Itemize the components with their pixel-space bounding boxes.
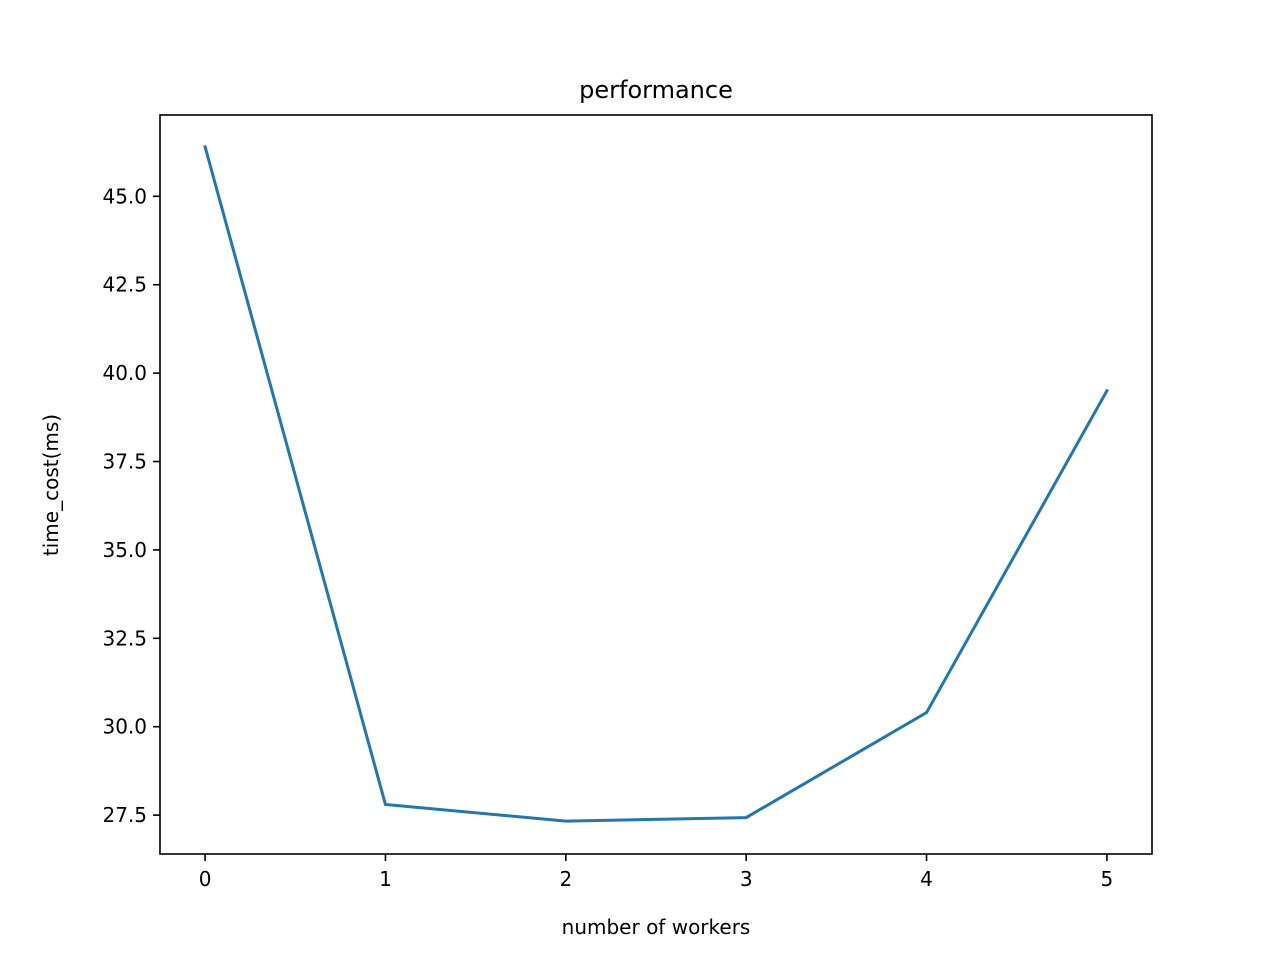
plot-area <box>203 144 1109 823</box>
y-tick-label: 35.0 <box>102 538 147 562</box>
y-tick-label: 32.5 <box>102 626 147 650</box>
x-tick-label: 1 <box>379 867 392 891</box>
x-tick-label: 3 <box>740 867 753 891</box>
y-tick-label: 42.5 <box>102 273 147 297</box>
y-axis-label: time_cost(ms) <box>39 414 63 556</box>
x-axis-label: number of workers <box>562 915 751 939</box>
x-tick-label: 5 <box>1101 867 1114 891</box>
x-tick-label: 4 <box>920 867 933 891</box>
y-tick-label: 45.0 <box>102 184 147 208</box>
y-tick-label: 27.5 <box>102 803 147 827</box>
x-tick-label: 0 <box>199 867 212 891</box>
x-axis-ticks: 0 1 2 3 4 5 <box>199 854 1114 891</box>
y-tick-label: 37.5 <box>102 450 147 474</box>
y-tick-label: 30.0 <box>102 715 147 739</box>
x-tick-label: 2 <box>559 867 572 891</box>
chart-title: performance <box>579 76 733 104</box>
y-tick-label: 40.0 <box>102 361 147 385</box>
y-axis-ticks: 27.5 30.0 32.5 35.0 37.5 40.0 42.5 45.0 <box>102 184 160 827</box>
series-line-0 <box>203 144 1109 823</box>
axes-frame <box>159 114 1153 855</box>
